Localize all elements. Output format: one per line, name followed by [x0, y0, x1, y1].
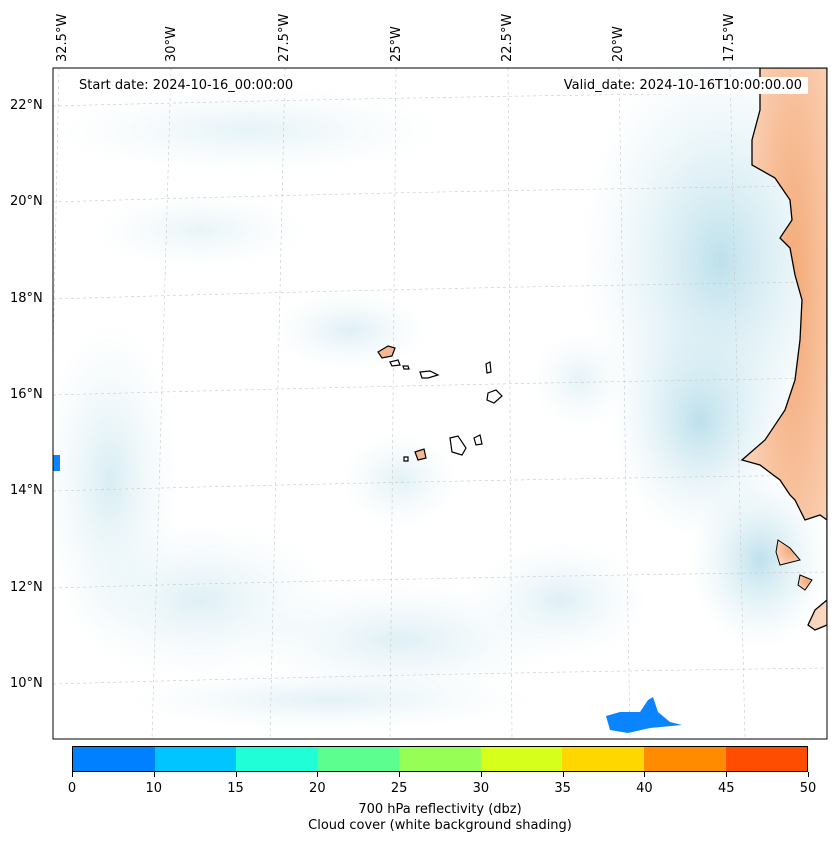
lon-label: 22.5°W	[500, 13, 515, 62]
colorbar-tick-label: 0	[67, 781, 77, 796]
valid-date-label: Valid_date: 2024-10-16T10:00:00.00	[557, 77, 808, 94]
lat-label: 20°N	[10, 194, 43, 209]
colorbar-tick	[644, 772, 646, 777]
reflectivity-echoes	[53, 455, 682, 733]
colorbar-tick	[153, 772, 155, 777]
colorbar-segment	[73, 747, 155, 771]
lat-label: 12°N	[10, 580, 43, 595]
colorbar-segment	[399, 747, 481, 771]
lat-label: 16°N	[10, 387, 43, 402]
cloud-cover-layer	[53, 68, 827, 730]
colorbar-segment	[317, 747, 400, 771]
lon-label: 32.5°W	[55, 13, 70, 62]
colorbar-tick	[399, 772, 401, 777]
lat-label: 14°N	[10, 483, 43, 498]
colorbar-tick-label: 45	[717, 781, 735, 796]
colorbar-tick	[235, 772, 237, 777]
map-area	[53, 68, 827, 739]
colorbar-tick	[317, 772, 319, 777]
colorbar-segment	[236, 747, 318, 771]
lon-label: 20°W	[611, 26, 626, 62]
lat-label: 18°N	[10, 291, 43, 306]
reflectivity-colorbar	[72, 746, 808, 772]
colorbar-tick-label: 35	[554, 781, 571, 796]
colorbar-segment	[480, 747, 563, 771]
lon-label: 17.5°W	[722, 13, 737, 62]
colorbar-segment	[154, 747, 237, 771]
colorbar-tick-label: 10	[145, 781, 163, 796]
africa-landmass	[740, 68, 827, 631]
colorbar-tick-label: 40	[636, 781, 653, 796]
lon-label: 30°W	[164, 26, 179, 62]
graticule	[53, 68, 827, 739]
colorbar-tick	[72, 772, 73, 777]
colorbar-tick-label: 25	[390, 781, 408, 796]
lat-label: 22°N	[10, 98, 43, 113]
colorbar-ticks: 0 10 15 20 25 30 35 40 45 50	[68, 772, 816, 802]
colorbar-tick-label: 30	[472, 781, 490, 796]
colorbar-segment	[725, 747, 808, 771]
colorbar-segment	[562, 747, 644, 771]
colorbar-tick	[808, 772, 809, 777]
colorbar-tick-label: 15	[227, 781, 244, 796]
cape-verde-islands	[377, 345, 503, 462]
start-date-label: Start date: 2024-10-16_00:00:00	[73, 77, 300, 94]
colorbar-tick-label: 20	[309, 781, 326, 796]
colorbar-label: 700 hPa reflectivity (dbz)	[358, 802, 522, 817]
colorbar-tick	[726, 772, 728, 777]
lon-label: 25°W	[389, 26, 404, 62]
lat-label: 10°N	[10, 676, 43, 691]
colorbar-tick	[562, 772, 564, 777]
colorbar-segment	[643, 747, 726, 771]
map-frame	[52, 67, 828, 740]
lon-label: 27.5°W	[277, 13, 292, 62]
colorbar-sublabel: Cloud cover (white background shading)	[308, 818, 572, 833]
colorbar-tick	[480, 772, 482, 777]
colorbar-tick-label: 50	[799, 781, 817, 796]
